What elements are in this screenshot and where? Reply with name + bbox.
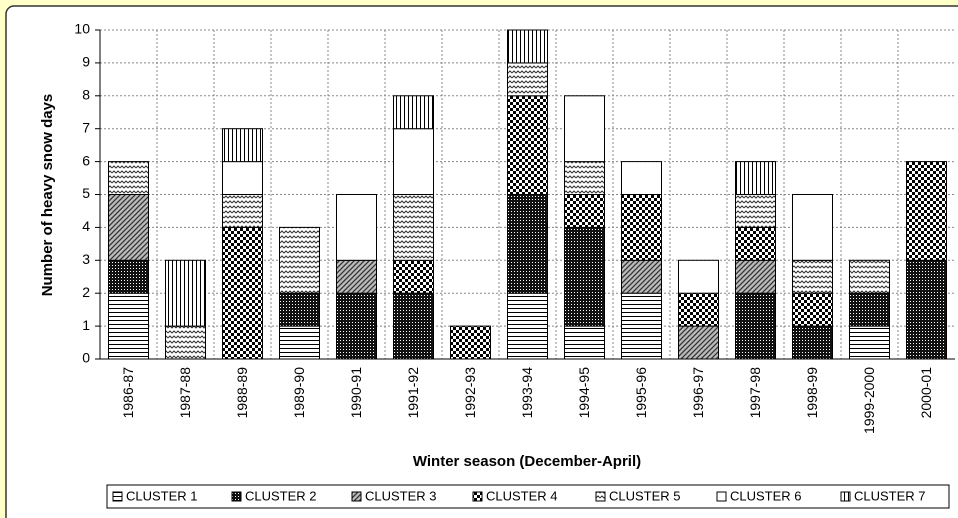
y-tick-label: 9	[82, 54, 90, 70]
bar-segment	[564, 161, 605, 196]
bar-segment	[222, 226, 263, 360]
bar-segment	[678, 259, 719, 294]
bar-segment	[507, 95, 548, 195]
bar-segment	[336, 259, 377, 294]
legend-label: CLUSTER 1	[126, 488, 198, 503]
x-tick-label: 1988-89	[234, 367, 250, 419]
x-tick-label: 1999-2000	[861, 367, 877, 434]
bar-segment	[564, 226, 605, 327]
legend-box	[106, 484, 950, 509]
bar-segment	[678, 325, 719, 360]
bar-segment	[849, 292, 890, 327]
bar-segment	[621, 292, 662, 360]
bar-segment	[792, 292, 833, 327]
legend-swatch	[595, 491, 606, 502]
bar-segment	[735, 259, 776, 294]
bar-segment	[507, 62, 548, 97]
y-axis-title: Number of heavy snow days	[39, 94, 56, 297]
legend-swatch	[472, 491, 483, 502]
bar-segment	[108, 161, 149, 196]
x-tick-label: 1995-96	[633, 367, 649, 419]
legend-label: CLUSTER 5	[609, 488, 681, 503]
legend-swatch	[840, 491, 851, 502]
bar-segment	[165, 259, 206, 327]
bar-segment	[849, 259, 890, 294]
y-tick-label: 10	[74, 21, 90, 37]
bar-segment	[279, 226, 320, 294]
bar-segment	[507, 29, 548, 64]
bar-segment	[108, 194, 149, 261]
x-tick-label: 1994-95	[576, 367, 592, 419]
x-tick-label: 1997-98	[747, 367, 763, 419]
bar-segment	[108, 292, 149, 360]
bar-segment	[621, 259, 662, 294]
bar-segment	[678, 292, 719, 327]
bar-segment	[393, 292, 434, 360]
bar-segment	[507, 292, 548, 360]
legend-label: CLUSTER 7	[854, 488, 926, 503]
bar-segment	[108, 259, 149, 294]
legend-label: CLUSTER 4	[486, 488, 558, 503]
legend-label: CLUSTER 3	[365, 488, 437, 503]
x-tick-label: 1996-97	[690, 367, 706, 419]
bar-segment	[450, 325, 491, 360]
bar-segment	[735, 161, 776, 196]
y-tick-label: 4	[82, 218, 90, 234]
y-tick-label: 8	[82, 87, 90, 103]
bar-segment	[792, 259, 833, 294]
bar-segment	[279, 292, 320, 327]
bar-segment	[792, 194, 833, 261]
bar-segment	[393, 259, 434, 294]
x-tick-label: 1991-92	[405, 367, 421, 419]
bar-segment	[621, 194, 662, 261]
x-tick-label: 2000-01	[918, 367, 934, 419]
bar-segment	[621, 161, 662, 196]
y-tick-label: 0	[82, 350, 90, 366]
legend-swatch	[112, 491, 123, 502]
bar-segment	[564, 325, 605, 360]
x-tick-label: 1998-99	[804, 367, 820, 419]
bar-segment	[906, 259, 947, 360]
y-tick-label: 5	[82, 185, 90, 201]
y-tick-label: 6	[82, 152, 90, 168]
legend-swatch	[716, 491, 727, 502]
legend-label: CLUSTER 2	[245, 488, 317, 503]
bar-segment	[222, 161, 263, 196]
bar-segment	[735, 226, 776, 261]
x-tick-label: 1986-87	[120, 367, 136, 419]
bar-segment	[165, 325, 206, 360]
y-tick-label: 2	[82, 284, 90, 300]
bar-segment	[849, 325, 890, 360]
y-tick-label: 3	[82, 251, 90, 267]
bar-segment	[336, 194, 377, 261]
x-axis-title: Winter season (December-April)	[413, 453, 641, 470]
bar-segment	[393, 128, 434, 195]
bar-segment	[393, 194, 434, 261]
bar-segment	[792, 325, 833, 360]
bar-segment	[222, 194, 263, 228]
legend-swatch	[351, 491, 362, 502]
x-tick-label: 1989-90	[291, 367, 307, 419]
legend-swatch	[231, 491, 242, 502]
bar-segment	[336, 292, 377, 360]
bar-segment	[564, 194, 605, 228]
bar-segment	[906, 161, 947, 261]
legend-label: CLUSTER 6	[730, 488, 802, 503]
y-tick-label: 7	[82, 119, 90, 135]
bar-segment	[507, 194, 548, 294]
bar-segment	[564, 95, 605, 163]
y-tick-label: 1	[82, 317, 90, 333]
bar-segment	[735, 292, 776, 360]
bar-segment	[279, 325, 320, 360]
x-tick-label: 1992-93	[462, 367, 478, 419]
bar-segment	[393, 95, 434, 130]
x-tick-label: 1990-91	[348, 367, 364, 419]
bar-segment	[735, 194, 776, 228]
x-tick-label: 1993-94	[519, 367, 535, 419]
x-tick-label: 1987-88	[177, 367, 193, 419]
bar-segment	[222, 128, 263, 163]
